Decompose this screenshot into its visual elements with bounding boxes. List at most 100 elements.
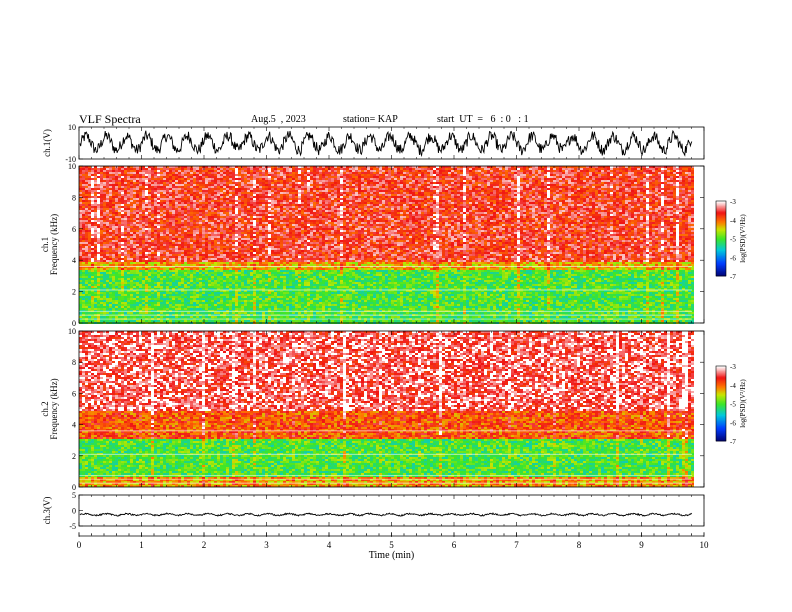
ch1-spec-cell [259, 194, 262, 196]
ch1-spec-cell [220, 188, 223, 190]
ch1-spec-cell [94, 302, 97, 304]
ch1-spec-cell [220, 204, 223, 206]
ch1-spec-cell [172, 208, 175, 210]
ch1-spec-cell [112, 176, 115, 178]
ch1-spec-cell [133, 228, 136, 230]
ch1-spec-cell [151, 220, 154, 222]
ch1-spec-cell [181, 196, 184, 198]
ch1-spec-cell [166, 278, 169, 280]
ch1-spec-cell [214, 292, 217, 294]
ch1-spec-cell [256, 264, 259, 266]
ch1-spec-cell [142, 236, 145, 238]
ch1-spec-cell [151, 168, 154, 170]
ch1-spec-cell [241, 258, 244, 260]
ch1-spec-cell [253, 248, 256, 250]
ch1-spec-cell [172, 190, 175, 192]
ch1-spec-cell [133, 276, 136, 278]
ch1-spec-cell [100, 196, 103, 198]
ch1-spec-cell [256, 316, 259, 318]
ch1-spec-cell [202, 172, 205, 174]
ch1-spec-cell [118, 188, 121, 190]
ch1-spec-cell [178, 260, 181, 262]
ch1-spec-cell [259, 292, 262, 294]
ch1-spec-cell [208, 294, 211, 296]
ch1-spec-cell [124, 186, 127, 188]
ch1-spec-cell [106, 240, 109, 242]
ch1-spec-cell [259, 304, 262, 306]
ch1-spec-cell [250, 272, 253, 274]
ch1-spec-cell [103, 218, 106, 220]
ch1-spec-cell [109, 196, 112, 198]
ch1-spec-cell [229, 170, 232, 172]
ch1-spec-cell [223, 236, 226, 238]
ch1-spec-cell [250, 300, 253, 302]
ch1-spec-cell [184, 248, 187, 250]
ch1-spec-cell [253, 306, 256, 308]
ch1-spec-cell [259, 264, 262, 266]
ch1-spec-cell [238, 296, 241, 298]
ch1-spec-cell [157, 320, 160, 322]
ch1-spec-cell [130, 258, 133, 260]
ch1-spec-cell [169, 300, 172, 302]
ch1-spec-cell [241, 256, 244, 258]
ch1-spec-cell [145, 210, 148, 212]
ch1-spec-cell [142, 306, 145, 308]
ch1-spec-cell [217, 252, 220, 254]
ch1-spec-cell [151, 304, 154, 306]
ch1-spec-cell [100, 218, 103, 220]
ch1-spec-cell [256, 202, 259, 204]
ch1-spec-cell [139, 172, 142, 174]
ch1-spec-cell [109, 226, 112, 228]
ch1-spec-cell [79, 218, 82, 220]
ch1-spec-cell [109, 200, 112, 202]
ch1-spec-cell [250, 240, 253, 242]
ch1-spec-cell [166, 168, 169, 170]
ch1-spec-cell [205, 240, 208, 242]
ch1-spec-cell [244, 244, 247, 246]
ch1-spec-cell [109, 168, 112, 170]
ch1-spec-cell [175, 182, 178, 184]
ch1-spec-cell [190, 302, 193, 304]
ch1-spec-cell [157, 284, 160, 286]
ch1-spec-cell [211, 230, 214, 232]
ch1-spec-cell [79, 236, 82, 238]
ch1-spec-cell [160, 198, 163, 200]
ch1-spec-cell [172, 306, 175, 308]
ch1-spec-cell [118, 204, 121, 206]
ch1-spec-cell [106, 274, 109, 276]
ch1-spec-cell [97, 208, 100, 210]
ch1-spec-cell [82, 280, 85, 282]
ch1-spec-cell [187, 182, 190, 184]
ch1-spec-cell [196, 204, 199, 206]
ch1-spec-cell [241, 214, 244, 216]
ch1-spec-cell [265, 186, 268, 188]
ch1-spec-cell [103, 244, 106, 246]
ch1-spec-cell [223, 190, 226, 192]
ch1-spec-cell [163, 174, 166, 176]
ch1-spec-cell [184, 254, 187, 256]
ch1-spec-cell [229, 176, 232, 178]
ch1-spec-cell [94, 206, 97, 208]
ch1-spec-cell [190, 208, 193, 210]
ch1-spec-cell [112, 294, 115, 296]
ch1-spec-cell [190, 210, 193, 212]
ch1-spec-cell [88, 294, 91, 296]
ch1-spec-cell [247, 256, 250, 258]
ch1-spec-cell [193, 168, 196, 170]
ch1-spec-cell [184, 218, 187, 220]
ch1-spec-cell [211, 208, 214, 210]
ch1-spec-cell [253, 178, 256, 180]
ch1-spec-cell [178, 284, 181, 286]
ch1-spec-cell [139, 258, 142, 260]
ch1-spec-cell [145, 262, 148, 264]
ch1-spec-cell [238, 292, 241, 294]
ch1-spec-cell [184, 178, 187, 180]
ch1-spec-cell [160, 286, 163, 288]
ch1-spec-cell [202, 302, 205, 304]
ch1-spec-cell [223, 224, 226, 226]
ch1-spec-cell [253, 228, 256, 230]
ch1-spec-cell [154, 218, 157, 220]
ch1-spec-cell [82, 316, 85, 318]
ch1-spec-cell [235, 258, 238, 260]
ch1-spec-cell [118, 292, 121, 294]
